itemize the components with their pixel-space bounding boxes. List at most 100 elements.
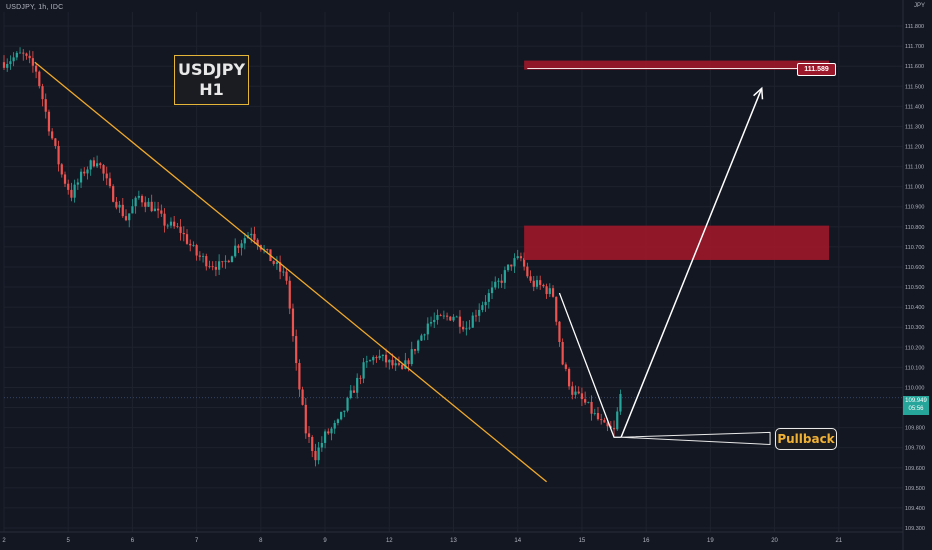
candle-body xyxy=(436,314,439,320)
candle-body xyxy=(384,354,388,363)
candle-body xyxy=(606,422,609,427)
candle-body xyxy=(201,256,205,257)
candle-body xyxy=(452,316,455,321)
candle-body xyxy=(253,233,256,240)
candle-body xyxy=(497,280,500,282)
candle-body xyxy=(134,197,137,207)
candle-body xyxy=(214,266,218,270)
candle-body xyxy=(429,322,433,324)
price-tick-label: 111.500 xyxy=(905,84,924,90)
candle-body xyxy=(381,354,384,356)
candle-body xyxy=(426,323,429,335)
candle-body xyxy=(368,360,372,362)
time-tick-label: 13 xyxy=(450,538,457,544)
candle-body xyxy=(555,296,558,322)
candle-body xyxy=(227,260,230,263)
candle-body xyxy=(51,131,54,139)
candle-body xyxy=(587,401,590,403)
candle-body xyxy=(18,52,22,54)
candle-body xyxy=(596,413,600,420)
arrow-head-icon xyxy=(753,86,764,100)
candle-body xyxy=(304,404,307,434)
candle-body xyxy=(600,419,603,421)
candle-body xyxy=(500,280,503,283)
price-tick-label: 110.200 xyxy=(905,345,924,351)
time-axis[interactable]: 2 5 6 7 8 9 12 13 14 15 16 19 20 21 xyxy=(0,531,903,544)
candle-body xyxy=(25,53,28,56)
price-tick-label: 110.000 xyxy=(905,385,924,391)
candle-body xyxy=(471,315,474,328)
candle-body xyxy=(54,138,57,146)
price-axis[interactable]: 111.800 111.700 111.600 111.500 111.400 111.3… xyxy=(902,0,925,550)
candle-body xyxy=(179,226,182,233)
candle-body xyxy=(506,264,510,271)
candle-body xyxy=(590,401,593,414)
candle-body xyxy=(79,171,83,183)
candle-body xyxy=(275,262,279,264)
candle-body xyxy=(356,377,359,393)
candle-body xyxy=(365,361,368,363)
target-zone xyxy=(524,60,830,70)
candle-body xyxy=(612,428,616,430)
candle-body xyxy=(484,301,487,306)
price-tick-label: 110.700 xyxy=(905,245,924,251)
candle-body xyxy=(420,335,423,341)
candle-body xyxy=(519,256,523,259)
candle-body xyxy=(584,399,587,403)
candle-body xyxy=(76,182,79,185)
candle-body xyxy=(89,160,92,170)
candle-body xyxy=(121,204,124,217)
candle-body xyxy=(157,208,160,211)
candle-body xyxy=(352,390,356,393)
price-tick-label: 111.300 xyxy=(905,124,924,130)
title-timeframe: H1 xyxy=(199,80,224,99)
candle-body xyxy=(545,286,548,295)
current-price-tag: 109.949 05:56 xyxy=(903,396,929,415)
price-tick-label: 110.300 xyxy=(905,325,924,331)
candle-body xyxy=(311,436,314,451)
time-tick-label: 19 xyxy=(707,538,714,544)
currency-label: JPY xyxy=(914,3,926,9)
candle-body xyxy=(571,386,574,395)
candle-body xyxy=(60,164,63,175)
candle-body xyxy=(417,340,420,351)
price-tick-label: 111.000 xyxy=(905,185,924,191)
price-tick-label: 110.600 xyxy=(905,265,924,271)
candle-body xyxy=(407,360,410,365)
candle-body xyxy=(108,178,112,187)
candle-body xyxy=(320,442,323,448)
candle-body xyxy=(458,316,462,327)
candle-body xyxy=(481,305,484,310)
candle-body xyxy=(340,411,343,420)
candle-body xyxy=(551,288,555,297)
candle-body xyxy=(439,314,442,316)
candle-body xyxy=(2,62,6,68)
price-tick-label: 109.400 xyxy=(905,506,925,512)
candle-body xyxy=(449,316,452,321)
candle-body xyxy=(218,261,221,270)
candle-body xyxy=(455,316,458,318)
candle-body xyxy=(70,189,73,198)
price-tick-label: 111.800 xyxy=(905,24,924,30)
symbol-label[interactable]: USDJPY, 1h, IDC xyxy=(6,4,64,11)
candle-body xyxy=(256,239,259,246)
candle-body xyxy=(391,359,394,366)
candle-body xyxy=(548,288,551,295)
candle-body xyxy=(112,186,115,202)
candle-body xyxy=(301,389,304,405)
candle-body xyxy=(147,201,150,207)
candle-body xyxy=(150,201,153,212)
current-price-value: 109.949 xyxy=(905,398,927,404)
candle-body xyxy=(128,213,131,221)
candle-body xyxy=(616,411,619,430)
candle-body xyxy=(288,280,291,309)
candle-body xyxy=(86,169,89,174)
candle-body xyxy=(330,428,333,434)
candle-body xyxy=(394,363,397,366)
candle-body xyxy=(295,336,298,364)
time-tick-label: 8 xyxy=(259,538,263,544)
candle-body xyxy=(494,281,497,288)
candle-body xyxy=(442,315,445,317)
candle-body xyxy=(307,433,311,437)
